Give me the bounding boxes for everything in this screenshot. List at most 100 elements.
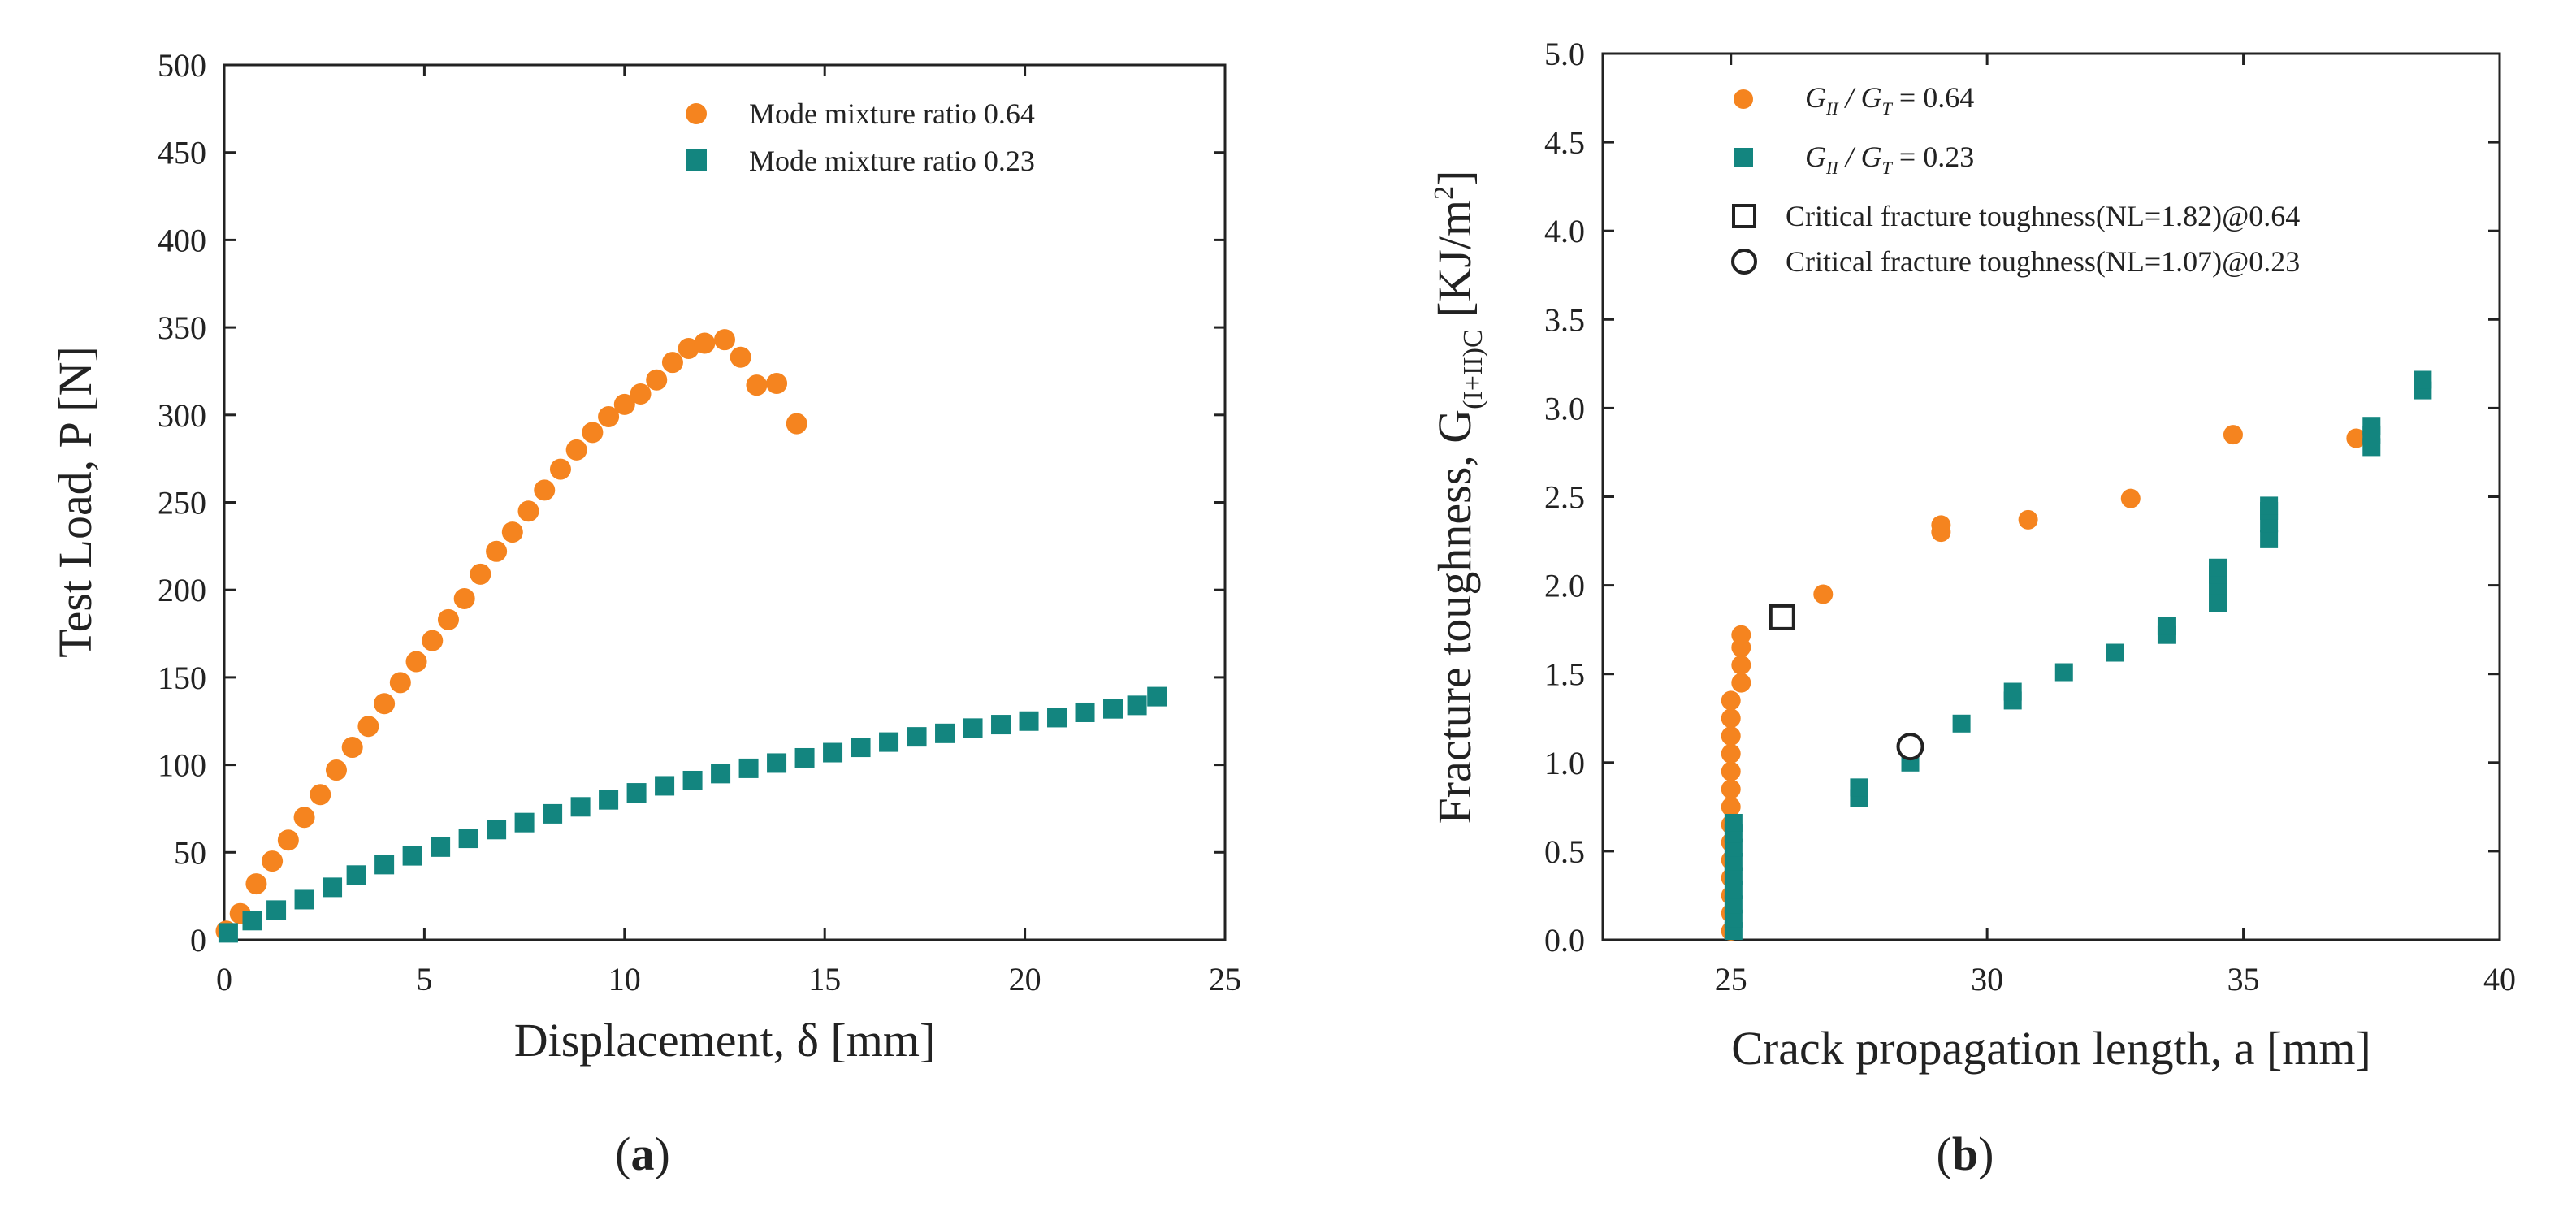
y-tick-label: 450 — [158, 135, 206, 171]
legend-label-ratio-064: Mode mixture ratio 0.64 — [749, 97, 1035, 130]
legend-marker-ratio-023 — [686, 149, 707, 171]
data-point-series-1 — [294, 889, 314, 910]
data-point-series-1 — [431, 837, 451, 857]
legend-marker-g-064 — [1734, 89, 1753, 109]
data-point-series-0 — [678, 337, 699, 359]
y-tick-label: 350 — [158, 309, 206, 346]
data-point-series-0 — [245, 873, 267, 895]
data-point-series-1 — [2260, 496, 2279, 515]
data-point-series-1 — [2362, 417, 2381, 435]
panel-b-y-axis-label: Fracture toughness, G(I+II)C [KJ/m2] — [1428, 171, 1488, 824]
data-point-series-0 — [1721, 797, 1741, 817]
data-point-series-0 — [661, 352, 683, 374]
legend-label-g-023: GII / GT = 0.23 — [1805, 141, 1974, 178]
y-tick-label: 50 — [174, 834, 206, 871]
data-point-series-1 — [1724, 909, 1743, 928]
data-point-series-1 — [1724, 838, 1743, 857]
data-point-series-1 — [1127, 695, 1147, 716]
data-point-series-0 — [405, 651, 427, 673]
panel-a-caption-open: ( — [615, 1127, 630, 1180]
panel-b-y-label-close: ] — [1428, 171, 1481, 186]
data-point-series-1 — [599, 790, 619, 810]
panel-b-y-label-sub: (I+II)C — [1458, 329, 1488, 409]
data-point-series-1 — [514, 812, 535, 833]
y-tick-label: 3.5 — [1544, 301, 1585, 338]
data-point-series-1 — [767, 753, 787, 773]
data-point-series-0 — [2346, 428, 2366, 448]
data-point-series-0 — [1721, 690, 1741, 711]
data-point-series-1 — [218, 923, 238, 943]
data-point-series-0 — [694, 332, 716, 354]
legend-label-critical-064: Critical fracture toughness(NL=1.82)@0.6… — [1786, 200, 2300, 232]
data-point-series-1 — [2414, 370, 2432, 389]
data-point-series-0 — [357, 716, 379, 738]
legend-g-023-slash: / G — [1838, 141, 1882, 173]
data-point-series-0 — [582, 422, 604, 444]
legend-g-023-value: = 0.23 — [1892, 141, 1974, 173]
data-point-series-1 — [851, 738, 871, 758]
data-point-series-1 — [487, 820, 507, 840]
data-point-series-0 — [630, 383, 652, 405]
legend-g-064-sub2: T — [1882, 98, 1894, 119]
data-point-series-0 — [786, 413, 807, 435]
panel-b-x-axis-label: Crack propagation length, a [mm] — [1731, 1022, 2371, 1075]
panel-a-legend: Mode mixture ratio 0.64 Mode mixture rat… — [686, 97, 1035, 177]
x-tick-label: 25 — [1715, 961, 1747, 997]
data-point-series-1 — [2157, 617, 2176, 635]
panel-a-plot-frame — [223, 63, 1227, 941]
data-point-series-0 — [598, 405, 620, 427]
y-tick-label: 500 — [158, 47, 206, 84]
panel-b-y-ticks: 0.0 0.5 1.0 1.5 2.0 2.5 3.0 3.5 4.0 4.5 5.0 — [1544, 36, 2500, 959]
data-point-series-0 — [2223, 425, 2243, 445]
data-point-series-0 — [549, 458, 571, 480]
data-point-series-0 — [277, 829, 299, 851]
panel-b-caption-letter: b — [1952, 1127, 1978, 1180]
panel-a-y-ticks: 0 50 100 150 200 250 300 350 400 450 500 — [158, 47, 1225, 959]
data-point-series-1 — [323, 877, 343, 898]
data-point-series-1 — [2209, 594, 2227, 612]
panel-a-caption: (a) — [615, 1127, 670, 1180]
legend-marker-ratio-064 — [686, 103, 707, 124]
legend-marker-critical-023 — [1731, 249, 1757, 275]
data-point-series-0 — [1731, 673, 1751, 693]
y-tick-label: 1.5 — [1544, 656, 1585, 693]
legend-g-023-sub2: T — [1882, 158, 1894, 178]
x-tick-label: 10 — [608, 961, 641, 997]
data-point-series-0 — [714, 329, 735, 351]
data-point-series-0 — [1731, 625, 1751, 645]
data-point-series-0 — [470, 563, 491, 585]
legend-marker-critical-064 — [1732, 204, 1756, 228]
data-point-series-0 — [1721, 743, 1741, 764]
x-tick-label: 0 — [216, 961, 232, 997]
y-tick-label: 0.5 — [1544, 833, 1585, 870]
x-tick-label: 35 — [2227, 961, 2260, 997]
panel-a-caption-close: ) — [655, 1127, 670, 1180]
data-point-series-0 — [437, 608, 459, 630]
panel-b-y-label-main: Fracture toughness, G — [1428, 409, 1481, 824]
legend-g-064-slash: / G — [1838, 81, 1882, 114]
panel-a-caption-letter: a — [631, 1127, 655, 1180]
data-point-series-1 — [2209, 558, 2227, 577]
panel-a-y-axis-label: Test Load, P [N] — [49, 346, 102, 658]
panel-b-data-points — [1721, 370, 2432, 941]
data-point-series-1 — [458, 829, 478, 849]
legend-label-critical-023: Critical fracture toughness(NL=1.07)@0.2… — [1786, 245, 2300, 278]
y-tick-label: 5.0 — [1544, 36, 1585, 72]
data-point-series-0 — [565, 439, 587, 461]
data-point-series-1 — [626, 783, 647, 803]
panel-b: 0.0 0.5 1.0 1.5 2.0 2.5 3.0 3.5 4.0 4.5 5.0 25 30 35… — [1428, 36, 2516, 1180]
data-point-series-1 — [1724, 813, 1743, 832]
y-tick-label: 100 — [158, 747, 206, 784]
y-tick-label: 3.0 — [1544, 390, 1585, 426]
data-point-series-1 — [991, 715, 1011, 735]
data-point-series-0 — [613, 393, 635, 415]
data-point-series-0 — [293, 807, 315, 829]
x-tick-label: 20 — [1009, 961, 1041, 997]
y-tick-label: 250 — [158, 485, 206, 521]
data-point-series-0 — [766, 373, 788, 395]
panel-b-caption: (b) — [1937, 1127, 1994, 1180]
y-tick-label: 200 — [158, 572, 206, 608]
data-point-series-0 — [646, 369, 668, 391]
x-tick-label: 25 — [1209, 961, 1241, 997]
